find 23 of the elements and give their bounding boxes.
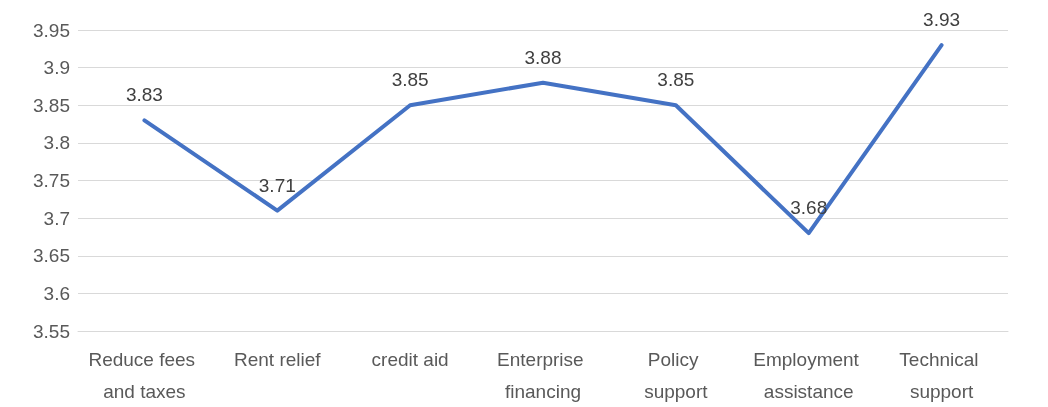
y-tick-label: 3.85 xyxy=(33,94,70,116)
y-tick-label: 3.95 xyxy=(33,19,70,41)
data-label: 3.85 xyxy=(657,69,695,91)
data-label: 3.83 xyxy=(125,84,163,106)
data-label: 3.93 xyxy=(923,9,961,31)
y-tick-label: 3.9 xyxy=(43,57,70,79)
y-tick-label: 3.55 xyxy=(33,320,70,342)
y-tick-label: 3.75 xyxy=(33,170,70,191)
x-tick-label: Rent relief xyxy=(233,348,322,370)
x-tick-label: Technical support xyxy=(899,348,984,402)
y-tick-label: 3.6 xyxy=(43,282,70,304)
data-label: 3.71 xyxy=(258,174,296,196)
x-tick-label: Policy support xyxy=(644,348,709,402)
y-tick-label: 3.8 xyxy=(43,132,70,154)
x-tick-label: Employment assistance xyxy=(753,348,865,402)
x-tick-label: credit aid xyxy=(371,348,449,370)
data-label: 3.68 xyxy=(790,197,828,219)
x-tick-label: Enterprise financing xyxy=(497,348,589,402)
data-label: 3.88 xyxy=(524,46,562,68)
x-tick-label: Reduce fees and taxes xyxy=(88,348,201,402)
y-tick-label: 3.65 xyxy=(33,245,70,267)
data-label: 3.85 xyxy=(391,69,429,91)
y-tick-label: 3.7 xyxy=(43,207,70,229)
